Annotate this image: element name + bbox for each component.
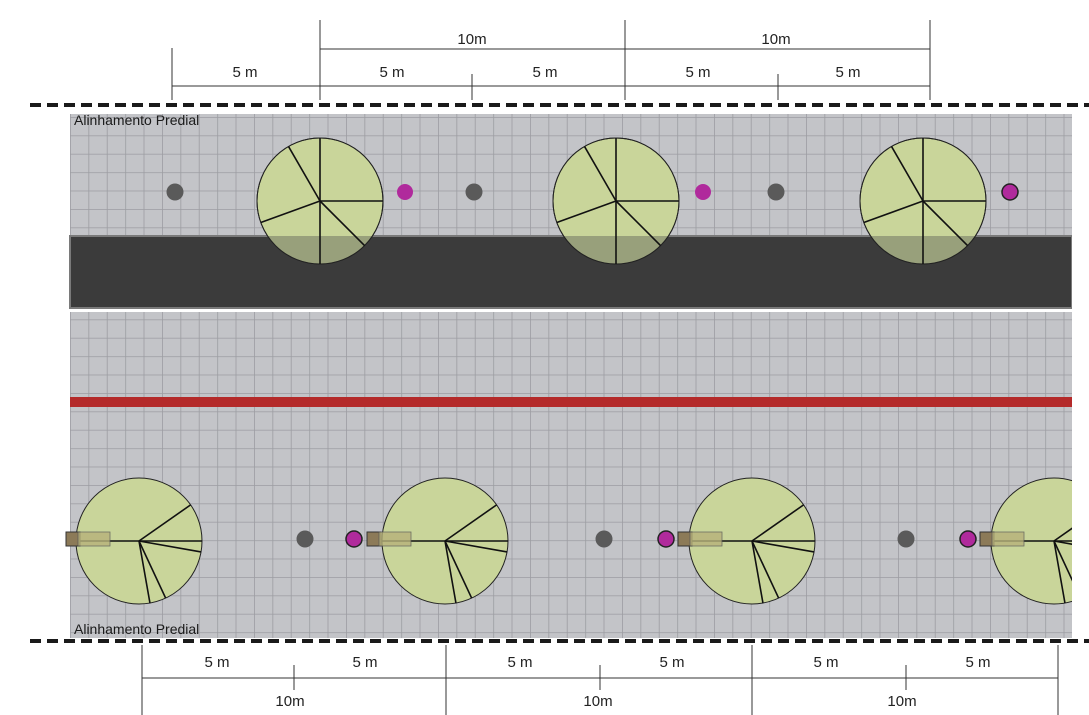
building-line-label-bottom: Alinhamento Predial bbox=[74, 621, 199, 637]
light-pole-icon bbox=[897, 530, 915, 548]
dim-bottom-5m-5: 5 m bbox=[813, 654, 838, 671]
magenta-post-icon bbox=[959, 530, 977, 548]
dim-top-10m-1: 10m bbox=[457, 31, 486, 48]
dimensions-top bbox=[171, 20, 931, 100]
magenta-post-icon bbox=[397, 184, 413, 200]
street-elements bbox=[65, 137, 1072, 605]
tree-canopy-icon bbox=[381, 477, 509, 605]
light-pole-icon bbox=[595, 530, 613, 548]
tree-canopy-icon bbox=[688, 477, 816, 605]
dim-top-5m-4: 5 m bbox=[685, 64, 710, 81]
light-pole-icon bbox=[465, 183, 483, 201]
tree-canopy-icon bbox=[859, 137, 987, 265]
magenta-post-icon bbox=[657, 530, 675, 548]
dim-top-5m-1: 5 m bbox=[232, 64, 257, 81]
dim-bottom-5m-2: 5 m bbox=[352, 654, 377, 671]
dim-bottom-5m-3: 5 m bbox=[507, 654, 532, 671]
light-pole-icon bbox=[166, 183, 184, 201]
bench-icon bbox=[979, 531, 1025, 547]
red-line bbox=[70, 397, 1072, 407]
dim-bottom-10m-1: 10m bbox=[275, 693, 304, 710]
bench-icon bbox=[677, 531, 723, 547]
dim-top-5m-2: 5 m bbox=[379, 64, 404, 81]
magenta-post-icon bbox=[1001, 183, 1019, 201]
magenta-post-icon bbox=[695, 184, 711, 200]
magenta-post-icon bbox=[345, 530, 363, 548]
dim-bottom-10m-3: 10m bbox=[887, 693, 916, 710]
dim-top-5m-3: 5 m bbox=[532, 64, 557, 81]
light-pole-icon bbox=[296, 530, 314, 548]
dim-bottom-5m-4: 5 m bbox=[659, 654, 684, 671]
dim-top-5m-5: 5 m bbox=[835, 64, 860, 81]
light-pole-icon bbox=[767, 183, 785, 201]
dim-top-10m-2: 10m bbox=[761, 31, 790, 48]
bench-icon bbox=[65, 531, 111, 547]
dim-bottom-10m-2: 10m bbox=[583, 693, 612, 710]
bottom-sidewalk bbox=[70, 312, 1072, 638]
bench-icon bbox=[366, 531, 412, 547]
dim-bottom-5m-1: 5 m bbox=[204, 654, 229, 671]
building-line-label-top: Alinhamento Predial bbox=[74, 112, 199, 128]
dimensions-bottom bbox=[141, 645, 1059, 715]
dim-bottom-5m-6: 5 m bbox=[965, 654, 990, 671]
